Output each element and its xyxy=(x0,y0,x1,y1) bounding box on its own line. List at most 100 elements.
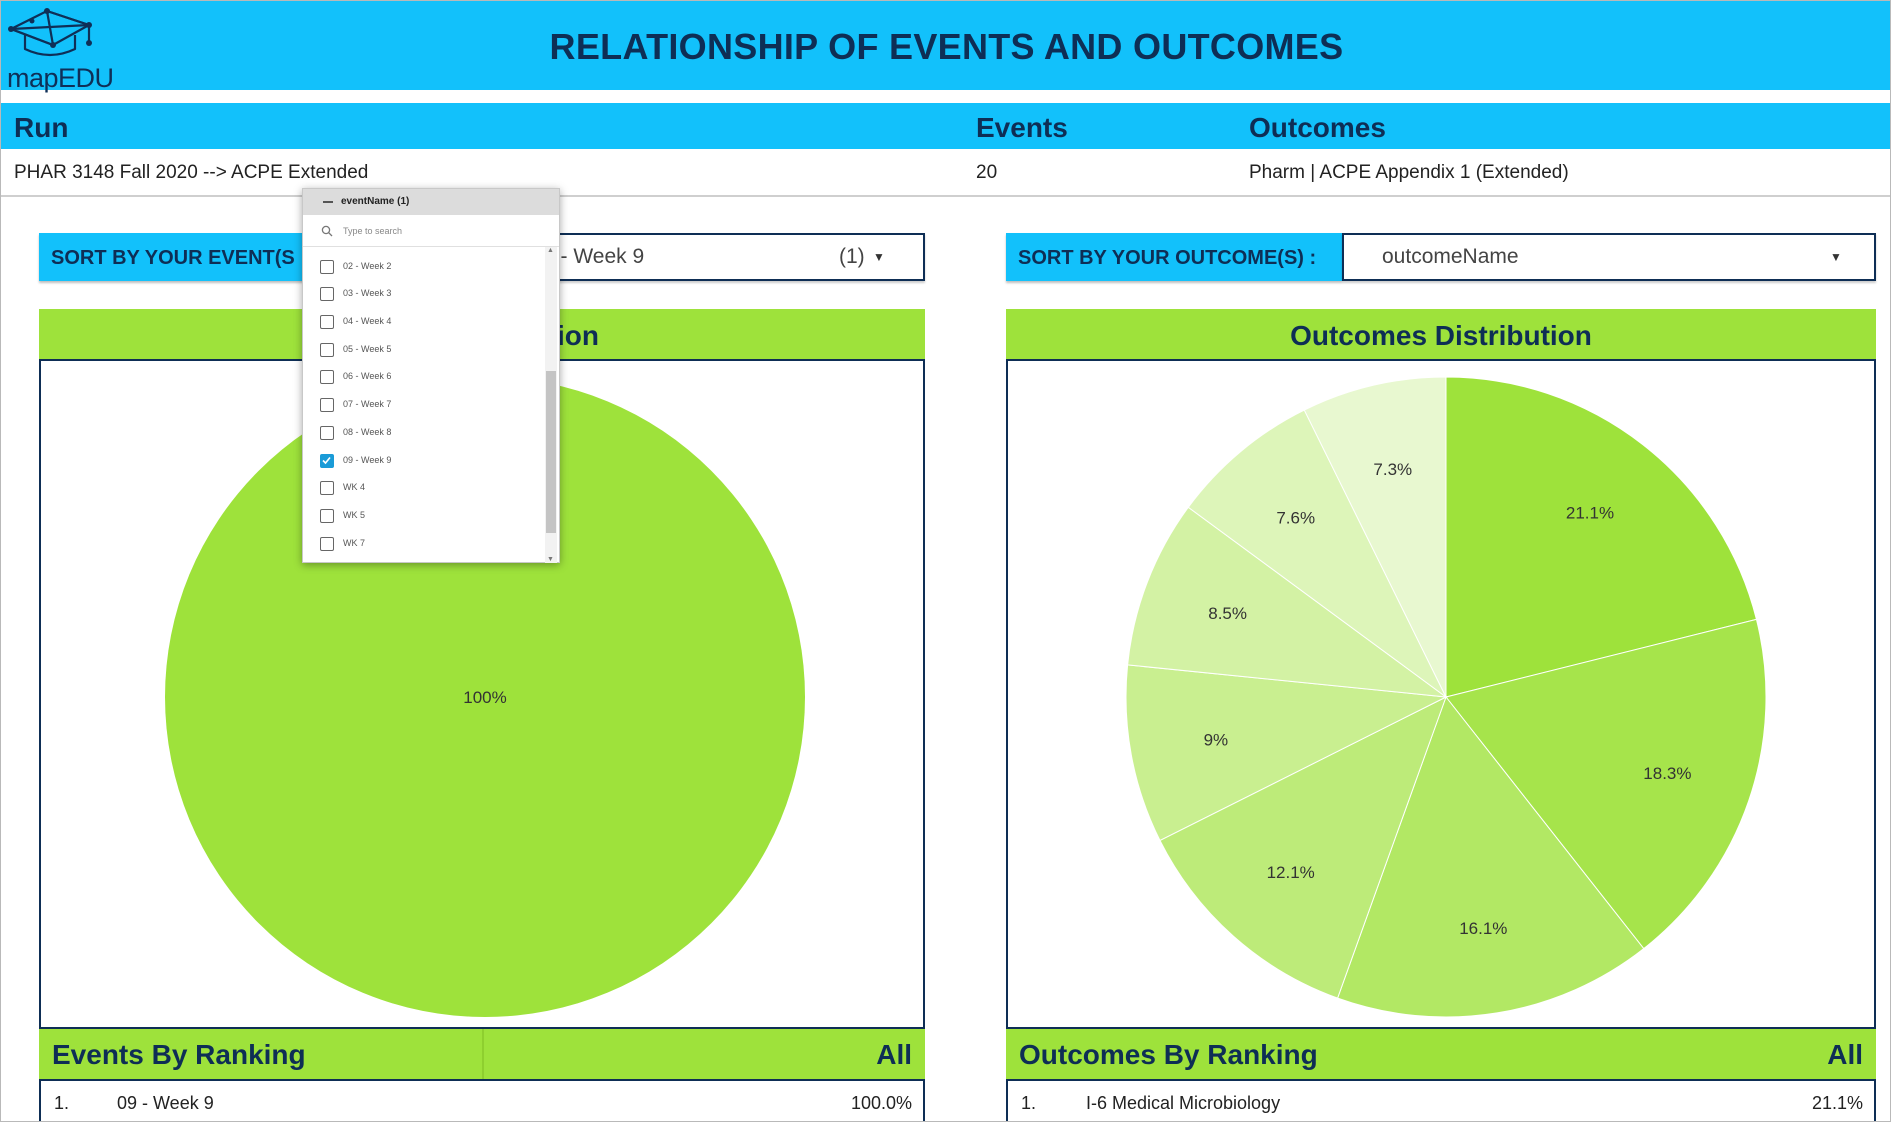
events-sort-label: SORT BY YOUR EVENT(S xyxy=(39,233,304,281)
dropdown-header-label: eventName (1) xyxy=(341,196,410,207)
checkbox[interactable] xyxy=(320,315,334,330)
scrollbar[interactable]: ▲ ▼ xyxy=(545,247,557,563)
checkbox[interactable] xyxy=(320,425,334,440)
dropdown-option[interactable]: 05 - Week 5 xyxy=(303,336,543,364)
pie-data-label: 18.3% xyxy=(1643,764,1691,783)
dropdown-option-label: WK 5 xyxy=(343,509,366,520)
rank-name: 09 - Week 9 xyxy=(117,1093,214,1113)
events-ranking-header: Events By Ranking All xyxy=(39,1029,925,1079)
pie-data-label: 8.5% xyxy=(1208,604,1247,623)
checkbox-checked[interactable] xyxy=(320,453,334,468)
outcomes-value: Pharm | ACPE Appendix 1 (Extended) xyxy=(1249,162,1569,183)
dropdown-option[interactable]: 08 - Week 8 xyxy=(303,419,543,447)
run-column-header: Run xyxy=(14,112,69,143)
rank-value: 21.1% xyxy=(1811,1093,1863,1113)
dropdown-option-label: 03 - Week 3 xyxy=(343,288,392,299)
dropdown-options-list[interactable]: 01 - Week 102 - Week 203 - Week 304 - We… xyxy=(303,247,543,563)
dropdown-option[interactable]: 03 - Week 3 xyxy=(303,280,543,308)
pie-slice[interactable] xyxy=(1303,376,1447,698)
pie-slice[interactable] xyxy=(1445,618,1767,950)
pie-data-label: 100% xyxy=(463,688,506,707)
dropdown-option[interactable]: 04 - Week 4 xyxy=(303,308,543,336)
dropdown-option-label: 08 - Week 8 xyxy=(343,426,392,437)
dropdown-option-label: WK 7 xyxy=(343,537,366,548)
logo-text: mapEDU xyxy=(7,63,114,93)
deselect-all-icon[interactable] xyxy=(323,201,333,203)
outcomes-ranking-title: Outcomes By Ranking xyxy=(1019,1039,1318,1070)
dropdown-option-label: 04 - Week 4 xyxy=(343,316,392,327)
rank-number: 1. xyxy=(1021,1093,1037,1113)
dropdown-option[interactable]: 02 - Week 2 xyxy=(303,253,543,281)
pie-slice[interactable] xyxy=(1187,409,1447,698)
dropdown-option-label: WK 4 xyxy=(343,482,366,493)
events-distribution-title: ion xyxy=(557,320,599,351)
chevron-down-icon: ▼ xyxy=(873,250,885,264)
header-bar: mapEDU RELATIONSHIP OF EVENTS AND OUTCOM… xyxy=(1,1,1890,93)
table-row[interactable]: 1. 09 - Week 9 100.0% xyxy=(39,1079,925,1121)
outcomes-pie-chart: 21.1% 18.3% 16.1% 12.1% 9% 8.5% 7.6% 7.3% xyxy=(1125,376,1767,1018)
outcomes-ranking-filter[interactable]: All xyxy=(1827,1039,1863,1070)
outcomes-column-header: Outcomes xyxy=(1249,112,1386,143)
dropdown-option[interactable]: 09 - Week 9 xyxy=(303,447,543,475)
outcomes-distribution-header: Outcomes Distribution xyxy=(1006,309,1876,361)
pie-slice[interactable] xyxy=(1159,695,1447,999)
search-placeholder: Type to search xyxy=(343,226,403,236)
chevron-down-icon: ▼ xyxy=(1830,250,1842,264)
rank-number: 1. xyxy=(54,1093,70,1113)
checkbox[interactable] xyxy=(320,536,334,551)
table-row[interactable]: 1. I-6 Medical Microbiology 21.1% xyxy=(1006,1079,1876,1121)
checkbox[interactable] xyxy=(320,370,334,385)
events-filter-value: 9 - Week 9 xyxy=(543,245,645,268)
dropdown-option-label: 09 - Week 9 xyxy=(343,454,392,465)
search-icon xyxy=(321,225,333,237)
checkbox[interactable] xyxy=(320,342,334,357)
events-ranking-filter[interactable]: All xyxy=(876,1039,912,1070)
graduation-cap-network-icon xyxy=(8,8,92,57)
dropdown-option[interactable]: WK 4 xyxy=(303,474,543,502)
scrollbar-thumb[interactable] xyxy=(546,371,556,533)
run-table-header: Run Events Outcomes xyxy=(1,103,1890,149)
scroll-up-icon[interactable]: ▲ xyxy=(547,247,554,254)
checkbox[interactable] xyxy=(320,287,334,302)
checkbox[interactable] xyxy=(320,508,334,523)
dropdown-option-label: 02 - Week 2 xyxy=(343,260,392,271)
dropdown-search[interactable]: Type to search xyxy=(303,215,559,247)
pie-data-label: 16.1% xyxy=(1459,919,1507,938)
scroll-down-icon[interactable]: ▼ xyxy=(547,556,554,563)
events-filter-count: (1) xyxy=(839,245,865,268)
checkbox[interactable] xyxy=(320,259,334,274)
pie-data-label: 21.1% xyxy=(1566,504,1614,523)
events-ranking-title: Events By Ranking xyxy=(52,1039,306,1070)
pie-slice[interactable] xyxy=(1445,376,1758,698)
pie-slice[interactable] xyxy=(1336,695,1645,1018)
outcomes-filter-select[interactable]: outcomeName ▼ xyxy=(1342,233,1876,281)
dropdown-option-label: 05 - Week 5 xyxy=(343,343,392,354)
event-name-dropdown[interactable]: eventName (1) Type to search 01 - Week 1… xyxy=(302,188,560,563)
outcomes-ranking-header: Outcomes By Ranking All xyxy=(1006,1029,1876,1079)
divider xyxy=(482,1029,484,1079)
run-value: PHAR 3148 Fall 2020 --> ACPE Extended xyxy=(14,162,369,183)
events-count-value: 20 xyxy=(976,162,998,183)
dropdown-option[interactable]: WK 5 xyxy=(303,502,543,530)
checkbox[interactable] xyxy=(320,481,334,496)
outcomes-distribution-chart: 21.1% 18.3% 16.1% 12.1% 9% 8.5% 7.6% 7.3% xyxy=(1006,359,1876,1029)
dropdown-option[interactable]: 06 - Week 6 xyxy=(303,363,543,391)
rank-value: 100.0% xyxy=(850,1093,912,1113)
dropdown-option-label: 07 - Week 7 xyxy=(343,399,392,410)
dropdown-option-label: 06 - Week 6 xyxy=(343,371,392,382)
logo: mapEDU xyxy=(5,5,114,93)
pie-data-label: 7.6% xyxy=(1276,509,1315,528)
pie-data-label: 7.3% xyxy=(1373,460,1412,479)
dropdown-option[interactable]: WK 7 xyxy=(303,530,543,558)
outcomes-filter-value: outcomeName xyxy=(1382,245,1519,268)
dropdown-option[interactable]: 07 - Week 7 xyxy=(303,391,543,419)
pie-slice[interactable] xyxy=(1125,664,1448,842)
events-filter-select[interactable]: 9 - Week 9 (1) ▼ xyxy=(541,233,925,281)
page-title: RELATIONSHIP OF EVENTS AND OUTCOMES xyxy=(549,26,1344,67)
pie-slice[interactable] xyxy=(1127,506,1448,698)
run-table-row: PHAR 3148 Fall 2020 --> ACPE Extended 20… xyxy=(1,149,1890,197)
dropdown-header[interactable]: eventName (1) xyxy=(303,189,559,215)
events-column-header: Events xyxy=(976,112,1068,143)
checkbox[interactable] xyxy=(320,398,334,413)
